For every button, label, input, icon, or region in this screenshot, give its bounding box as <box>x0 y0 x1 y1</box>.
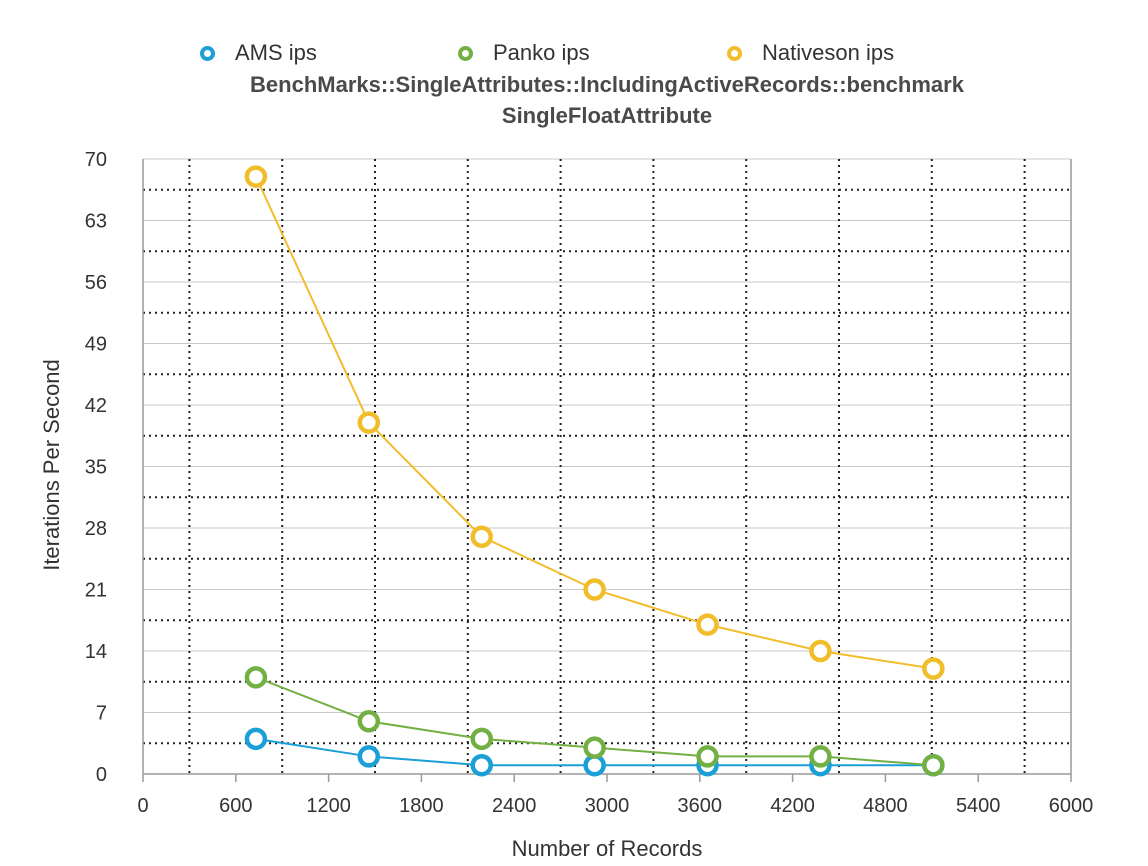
legend-label-panko: Panko ips <box>493 40 590 65</box>
x-tick-label-2: 1200 <box>306 795 351 817</box>
legend-label-nativeson: Nativeson ips <box>762 40 895 65</box>
series-1-point-3 <box>583 736 606 759</box>
series-2-point-5 <box>809 639 832 663</box>
legend-label-ams: AMS ips <box>235 40 317 65</box>
y-tick-label-6: 42 <box>85 395 107 417</box>
x-tick-label-10: 6000 <box>1049 795 1094 817</box>
legend-item-ams: AMS ips <box>200 36 317 70</box>
series-1-point-1 <box>357 710 381 733</box>
y-tick-label-5: 35 <box>85 457 107 479</box>
x-tick-label-0: 0 <box>137 795 148 817</box>
x-tick-label-6: 3600 <box>678 795 723 817</box>
y-tick-label-1: 7 <box>96 703 107 725</box>
y-axis-title: Iterations Per Second <box>39 359 64 571</box>
x-tick-label-5: 3000 <box>585 795 630 817</box>
x-tick-label-3: 1800 <box>399 795 444 817</box>
x-tick-label-4: 2400 <box>492 795 537 817</box>
series-2-point-3 <box>583 578 606 601</box>
series-2-point-6 <box>922 657 945 680</box>
series-1-point-6 <box>922 753 945 777</box>
series-2-point-4 <box>696 613 719 636</box>
chart-title: BenchMarks::SingleAttributes::IncludingA… <box>250 72 964 97</box>
y-tick-label-7: 49 <box>85 334 107 356</box>
series-2-point-0 <box>244 165 268 188</box>
series-1 <box>244 666 945 777</box>
y-tick-label-0: 0 <box>96 764 107 786</box>
series-0-point-2 <box>470 753 493 777</box>
y-tick-labels: 0 7 14 21 28 35 42 49 56 63 70 <box>85 149 107 786</box>
x-tick-labels: 0 600 1200 1800 2400 3000 3600 4200 4800 5400 6000 <box>137 774 1093 817</box>
legend-marker-ams <box>200 45 215 61</box>
x-axis-title: Number of Records <box>511 836 703 861</box>
legend-item-panko: Panko ips <box>458 36 590 70</box>
series-2-point-2 <box>470 525 493 549</box>
series-layer <box>244 165 945 777</box>
y-tick-label-8: 56 <box>85 272 107 294</box>
x-tick-label-8: 4800 <box>863 795 908 817</box>
minor-grid <box>143 158 1071 713</box>
series-0-point-1 <box>357 745 381 768</box>
legend-marker-panko <box>458 45 473 61</box>
series-2-point-1 <box>357 411 381 434</box>
legend-item-nativeson: Nativeson ips <box>727 36 894 70</box>
y-tick-label-10: 70 <box>85 149 107 171</box>
series-2 <box>244 165 945 680</box>
x-tick-label-7: 4200 <box>770 795 815 817</box>
x-tick-label-9: 5400 <box>956 795 1001 817</box>
major-grid <box>143 159 1071 774</box>
y-tick-label-9: 63 <box>85 211 107 233</box>
series-1-point-5 <box>809 745 832 768</box>
y-tick-label-2: 14 <box>85 641 107 663</box>
chart-subtitle: SingleFloatAttribute <box>501 103 713 128</box>
series-0-point-3 <box>583 753 606 777</box>
legend: AMS ips Panko ips Nativeson ips <box>0 36 1148 70</box>
y-tick-label-4: 28 <box>85 518 107 540</box>
series-0-point-0 <box>244 727 268 751</box>
series-1-point-0 <box>244 666 268 689</box>
legend-marker-nativeson <box>727 45 742 61</box>
y-tick-label-3: 21 <box>85 580 107 602</box>
x-tick-label-1: 600 <box>219 795 252 817</box>
series-1-point-4 <box>696 745 719 768</box>
series-1-point-2 <box>470 727 493 751</box>
